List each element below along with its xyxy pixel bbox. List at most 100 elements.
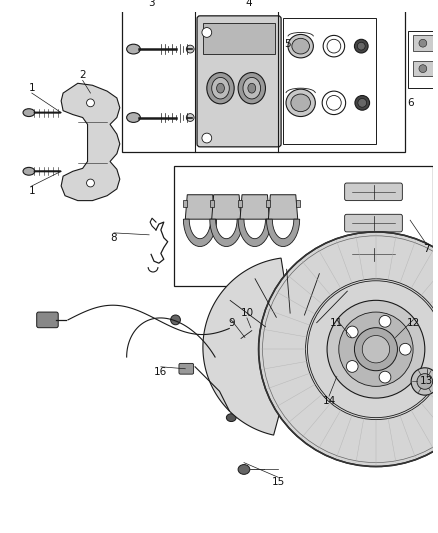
Ellipse shape xyxy=(327,39,341,53)
Circle shape xyxy=(327,318,386,377)
Text: 10: 10 xyxy=(240,308,254,318)
Ellipse shape xyxy=(239,337,249,348)
Circle shape xyxy=(379,316,391,327)
Polygon shape xyxy=(212,195,241,219)
Bar xyxy=(296,200,300,207)
Circle shape xyxy=(202,133,212,143)
Circle shape xyxy=(264,318,322,377)
Bar xyxy=(408,31,438,88)
Ellipse shape xyxy=(322,91,346,115)
Ellipse shape xyxy=(186,114,194,122)
Ellipse shape xyxy=(186,45,194,53)
Ellipse shape xyxy=(127,44,140,54)
Circle shape xyxy=(379,372,391,383)
Circle shape xyxy=(87,99,94,107)
FancyBboxPatch shape xyxy=(197,16,281,147)
Circle shape xyxy=(202,28,212,37)
Ellipse shape xyxy=(323,330,331,345)
Bar xyxy=(239,200,243,207)
Circle shape xyxy=(354,328,397,371)
Bar xyxy=(173,166,433,286)
Circle shape xyxy=(314,330,321,338)
Circle shape xyxy=(419,39,427,47)
Text: 8: 8 xyxy=(111,233,117,243)
Text: 15: 15 xyxy=(272,477,285,487)
Polygon shape xyxy=(238,219,271,246)
Polygon shape xyxy=(184,219,216,246)
FancyBboxPatch shape xyxy=(345,246,403,263)
Ellipse shape xyxy=(248,83,256,93)
Text: 4: 4 xyxy=(246,0,252,8)
Circle shape xyxy=(362,335,390,363)
Ellipse shape xyxy=(23,167,35,175)
Text: 6: 6 xyxy=(407,98,413,108)
Circle shape xyxy=(353,302,361,310)
Circle shape xyxy=(417,374,433,389)
Ellipse shape xyxy=(291,94,311,111)
Text: 1: 1 xyxy=(28,83,35,93)
Text: 14: 14 xyxy=(322,396,336,406)
FancyBboxPatch shape xyxy=(345,214,403,232)
Bar xyxy=(203,23,275,54)
Bar xyxy=(213,200,216,207)
Ellipse shape xyxy=(327,95,341,110)
Bar xyxy=(122,10,405,152)
Ellipse shape xyxy=(323,35,345,57)
Circle shape xyxy=(171,315,180,325)
Ellipse shape xyxy=(288,35,313,58)
Bar xyxy=(413,35,433,51)
Ellipse shape xyxy=(331,367,344,378)
Ellipse shape xyxy=(354,39,368,53)
Circle shape xyxy=(346,326,358,338)
Polygon shape xyxy=(185,195,215,219)
Bar xyxy=(210,200,214,207)
FancyBboxPatch shape xyxy=(345,183,403,200)
Circle shape xyxy=(346,361,358,373)
Polygon shape xyxy=(61,83,120,200)
Circle shape xyxy=(315,306,397,389)
Circle shape xyxy=(87,179,94,187)
Text: 3: 3 xyxy=(148,0,155,8)
Ellipse shape xyxy=(226,414,236,422)
Polygon shape xyxy=(240,195,269,219)
Bar xyxy=(266,200,270,207)
Ellipse shape xyxy=(212,77,230,99)
Ellipse shape xyxy=(238,465,250,474)
Text: 2: 2 xyxy=(79,70,86,80)
Bar xyxy=(184,200,187,207)
Circle shape xyxy=(350,341,363,354)
Text: 13: 13 xyxy=(420,376,434,386)
Ellipse shape xyxy=(292,38,310,54)
Text: 9: 9 xyxy=(228,318,235,328)
Ellipse shape xyxy=(358,99,367,107)
Polygon shape xyxy=(203,258,383,435)
Polygon shape xyxy=(210,219,243,246)
Bar xyxy=(238,200,242,207)
Text: 11: 11 xyxy=(330,318,343,328)
Ellipse shape xyxy=(349,312,365,319)
Text: 1: 1 xyxy=(28,186,35,196)
Circle shape xyxy=(335,326,378,369)
Ellipse shape xyxy=(368,368,381,378)
Circle shape xyxy=(327,300,425,398)
Polygon shape xyxy=(266,219,300,246)
Ellipse shape xyxy=(355,95,370,110)
Bar xyxy=(413,61,433,76)
Text: 12: 12 xyxy=(406,318,420,328)
Circle shape xyxy=(411,368,438,395)
Ellipse shape xyxy=(382,330,390,345)
Ellipse shape xyxy=(207,72,234,104)
Ellipse shape xyxy=(286,89,315,117)
Circle shape xyxy=(343,334,370,361)
Text: 16: 16 xyxy=(154,367,167,377)
Ellipse shape xyxy=(127,112,140,123)
Ellipse shape xyxy=(243,77,261,99)
Ellipse shape xyxy=(238,72,265,104)
FancyBboxPatch shape xyxy=(179,364,194,374)
Circle shape xyxy=(419,64,427,72)
Text: 7: 7 xyxy=(424,245,430,254)
Ellipse shape xyxy=(23,109,35,117)
FancyBboxPatch shape xyxy=(37,312,58,328)
Bar xyxy=(283,18,376,144)
Circle shape xyxy=(392,331,399,339)
